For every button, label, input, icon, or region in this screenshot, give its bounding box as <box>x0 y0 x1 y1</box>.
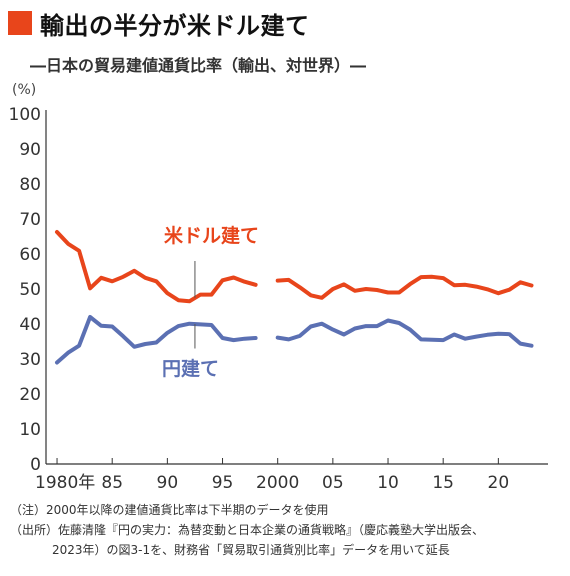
y-tick-label: 60 <box>19 245 41 265</box>
x-tick-label: 10 <box>377 473 399 493</box>
x-tick-label: 1980年 <box>35 473 95 493</box>
chart-title: 輸出の半分が米ドル建て <box>40 11 310 40</box>
yen-series-line <box>55 315 258 365</box>
y-tick-label: 100 <box>9 105 41 125</box>
y-tick-label: 0 <box>30 455 41 475</box>
usd-series-line <box>275 274 534 300</box>
y-tick-label: 70 <box>19 210 41 230</box>
y-unit-label: (%) <box>12 82 36 98</box>
y-tick-label: 30 <box>19 350 41 370</box>
x-tick-label: 2000 <box>256 473 299 493</box>
y-tick-label: 40 <box>19 315 41 335</box>
x-tick-label: 20 <box>488 473 510 493</box>
title-marker <box>8 11 32 35</box>
note-source: （出所）佐藤清隆『円の実力：為替変動と日本企業の通貨戦略』（慶応義塾大学出版会、 <box>10 523 485 537</box>
y-tick-label: 10 <box>19 420 41 440</box>
yen-series-label: 円建て <box>162 357 219 380</box>
note-caveat: （注）2000年以降の建値通貨比率は下半期のデータを使用 <box>10 503 329 517</box>
x-tick-label: 85 <box>101 473 123 493</box>
note-source-continued: 2023年）の図3-1を、財務省「貿易取引通貨別比率」データを用いて延長 <box>52 543 450 557</box>
usd-series-label: 米ドル建て <box>164 224 259 247</box>
footnotes: （注）2000年以降の建値通貨比率は下半期のデータを使用 （出所）佐藤清隆『円の… <box>10 500 484 560</box>
chart-subtitle: ―日本の貿易建値通貨比率（輸出、対世界）― <box>30 56 367 75</box>
title-block: 輸出の半分が米ドル建て <box>8 6 310 40</box>
x-tick-label: 05 <box>322 473 344 493</box>
line-chart: (%) 0 10 20 30 40 50 60 70 80 90 100 1980年 85 90 95 2000… <box>9 82 548 493</box>
usd-series-line <box>55 230 258 304</box>
x-tick-label: 95 <box>212 473 234 493</box>
y-tick-label: 80 <box>19 175 41 195</box>
y-tick-label: 20 <box>19 385 41 405</box>
yen-series-line <box>275 318 534 348</box>
x-tick-label: 15 <box>432 473 454 493</box>
y-tick-label: 50 <box>19 280 41 300</box>
x-tick-label: 90 <box>157 473 179 493</box>
y-tick-label: 90 <box>19 140 41 160</box>
